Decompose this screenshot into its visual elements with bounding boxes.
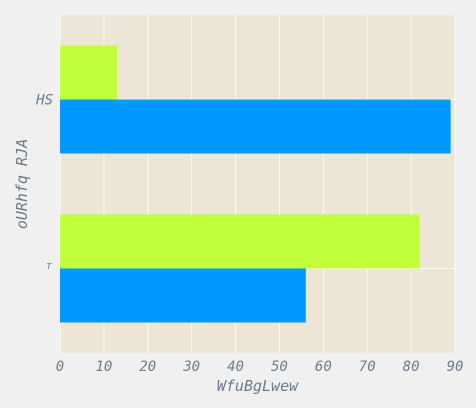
x-tick-label: 30 [182,359,200,375]
x-tick-label: 90 [447,359,464,375]
y-axis-label: oURhfq RJA [13,139,31,229]
bar-1-2 [60,214,420,269]
x-tick-label: 0 [56,359,64,375]
y-tick-label: HS [35,93,53,109]
bar-2-2 [60,268,306,323]
x-tick-label: 50 [271,359,288,375]
bars [60,45,451,323]
bar-1-1 [60,45,118,100]
x-tick-label: 60 [315,359,332,375]
x-tick-label: 40 [227,359,244,375]
x-tick-label: 20 [139,359,156,375]
y-tick-labels: HS ᵀ [35,93,53,278]
x-tick-labels: 0 10 20 30 40 50 60 70 80 90 [56,359,464,375]
bar-2-1 [60,99,451,154]
y-tick-label: ᵀ [45,262,53,278]
x-tick-label: 10 [95,359,112,375]
x-tick-label: 70 [359,359,376,375]
x-tick-label: 80 [403,359,420,375]
x-axis-label: WfuBgLwew [217,377,299,395]
